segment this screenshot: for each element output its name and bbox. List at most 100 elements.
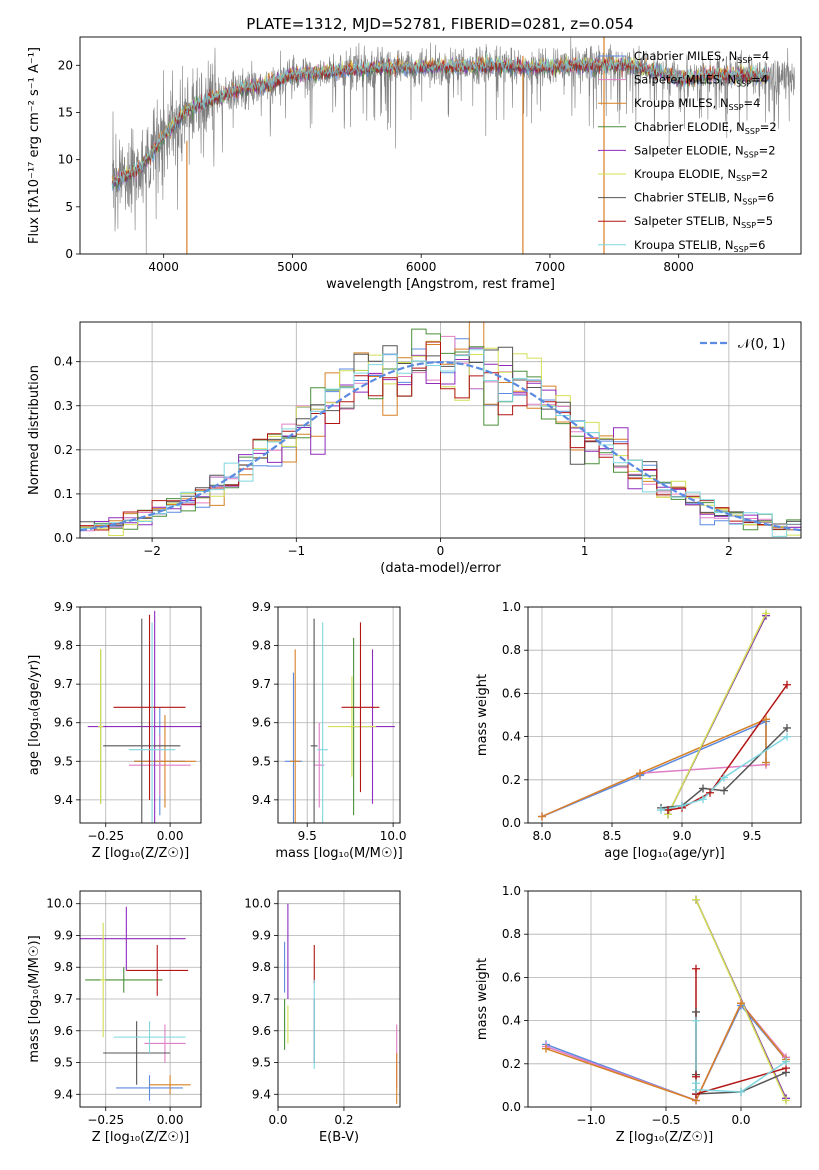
y-tick-label: 20 — [58, 58, 73, 72]
y-tick-label: 9.9 — [54, 600, 73, 614]
weight-marker — [538, 812, 546, 821]
y-tick-label: 9.4 — [252, 1087, 271, 1101]
legend-entry: Chabrier STELIB, NSSP=6 — [634, 191, 774, 207]
spectrum-legend: Chabrier MILES, NSSP=4 Salpeter MILES, NS… — [598, 49, 777, 254]
weight-line-2 — [545, 1001, 787, 1102]
weight-line-7 — [667, 684, 788, 811]
y-tick-label: 9.5 — [54, 754, 73, 768]
axes-frame — [79, 321, 802, 539]
weight-marker — [783, 732, 791, 741]
weight-marker — [692, 1007, 700, 1016]
mass_age-xlabel: mass [log₁₀(M/M☉)] — [275, 846, 402, 861]
weight-marker — [542, 1044, 550, 1053]
y-tick-label: 0.4 — [502, 730, 521, 744]
x-tick-label: 9.0 — [672, 829, 691, 843]
weight-marker — [699, 784, 707, 793]
z_mass-xlabel: Z [log₁₀(Z/Z☉)] — [92, 1130, 189, 1145]
weight-marker — [720, 786, 728, 795]
mass_age-marks — [284, 618, 395, 823]
errorbar-point — [317, 622, 328, 823]
residuals-panel: −2 −1 0 1 2 0.0 0.1 0.2 0.3 0.4 (data-model)/error… — [27, 321, 802, 576]
y-tick-label: 10.0 — [46, 897, 73, 911]
z_age-ylabel: age [log₁₀(age/yr)] — [27, 655, 42, 776]
y-tick-label: 9.8 — [252, 960, 271, 974]
y-tick-label: 0.2 — [502, 1057, 521, 1071]
figure-title: PLATE=1312, MJD=52781, FIBERID=0281, z=0… — [246, 15, 633, 33]
y-tick-label: 0.0 — [54, 531, 73, 545]
errorbar-point — [144, 1024, 186, 1063]
y-tick-label: 10.0 — [244, 897, 271, 911]
y-tick-label: 0.3 — [54, 399, 73, 413]
weight-marker — [720, 773, 728, 782]
x-tick-label: 0.00 — [157, 1113, 184, 1127]
x-tick-label: 4000 — [148, 260, 179, 274]
weight-marker — [692, 895, 700, 904]
weight-marker — [664, 806, 672, 815]
x-tick-label: 9.5 — [742, 829, 761, 843]
y-tick-label: 1.0 — [502, 600, 521, 614]
axes-frame — [79, 36, 802, 255]
observed-spectrum-line — [111, 37, 795, 254]
errorbar-point — [126, 945, 189, 996]
errorbar-point — [87, 610, 201, 823]
errorbar-point — [149, 1075, 191, 1095]
y-tick-label: 15 — [58, 105, 73, 119]
weight-marker — [657, 806, 665, 815]
errorbar-point — [113, 1021, 186, 1053]
y-tick-label: 9.7 — [54, 677, 73, 691]
ebv_mass-xlabel: E(B-V) — [319, 1130, 359, 1145]
weight-marker — [762, 609, 770, 618]
errorbar-point — [113, 614, 186, 800]
weight-marker — [692, 1016, 700, 1025]
spectrum-ylabel: Flux [fλ10⁻¹⁷ erg cm⁻² s⁻¹ A⁻¹] — [27, 47, 42, 244]
gaussian-curve — [80, 360, 801, 532]
x-tick-label: 8.5 — [602, 829, 621, 843]
legend-entry: Salpeter STELIB, NSSP=5 — [634, 214, 773, 230]
errorbar-point — [80, 906, 186, 971]
weight-marker — [762, 758, 770, 767]
ebv_mass-marks — [284, 903, 398, 1104]
errorbar-point — [98, 649, 104, 804]
y-tick-label: 9.4 — [54, 793, 73, 807]
y-tick-label: 9.7 — [54, 992, 73, 1006]
y-tick-label: 9.5 — [252, 1056, 271, 1070]
residuals-legend: 𝒩(0, 1) — [700, 337, 785, 352]
y-tick-label: 0.8 — [502, 927, 521, 941]
weight-marker — [783, 723, 791, 732]
y-tick-label: 0.4 — [54, 355, 73, 369]
errorbar-point — [327, 676, 376, 777]
weight-marker — [636, 769, 644, 778]
x-tick-label: 10.0 — [380, 829, 407, 843]
y-tick-label: 9.7 — [252, 992, 271, 1006]
z_mass-ylabel: mass [log₁₀(M/M☉)] — [27, 935, 42, 1062]
y-tick-label: 0.6 — [502, 686, 521, 700]
x-tick-label: −1.0 — [576, 1113, 605, 1127]
x-tick-label: 5000 — [277, 260, 308, 274]
age_weight-xlabel: age [log₁₀(age/yr)] — [604, 846, 725, 861]
age_weight-panel: 8.0 8.5 9.0 9.5 0.0 0.2 0.4 0.6 0.8 1.0 age [log₁₀… — [475, 600, 802, 861]
axes-frame — [79, 606, 202, 824]
y-tick-label: 9.9 — [252, 928, 271, 942]
x-tick-label: −2 — [143, 544, 161, 558]
spectrum-xlabel: wavelength [Angstrom, rest frame] — [326, 277, 555, 292]
y-tick-label: 9.5 — [252, 754, 271, 768]
errorbar-point — [128, 622, 176, 823]
legend-entry: Kroupa ELODIE, NSSP=2 — [634, 167, 768, 183]
y-tick-label: 0.2 — [502, 773, 521, 787]
x-tick-label: 6000 — [406, 260, 437, 274]
axes-frame — [277, 890, 401, 1108]
y-tick-label: 10 — [58, 153, 73, 167]
errorbar-point — [128, 734, 191, 796]
residuals-marks — [80, 322, 801, 537]
x-tick-label: 2 — [725, 544, 733, 558]
y-tick-label: 9.4 — [252, 793, 271, 807]
y-tick-label: 0.2 — [54, 443, 73, 457]
legend-entry: 𝒩(0, 1) — [738, 337, 785, 352]
y-tick-label: 9.7 — [252, 677, 271, 691]
y-tick-label: 9.6 — [54, 1024, 73, 1038]
ebv_mass-panel: 0.0 0.2 9.4 9.5 9.6 9.7 9.8 9.9 10.0 E(B-V) — [244, 890, 401, 1145]
y-tick-label: 9.6 — [252, 1024, 271, 1038]
x-tick-label: −0.5 — [651, 1113, 680, 1127]
